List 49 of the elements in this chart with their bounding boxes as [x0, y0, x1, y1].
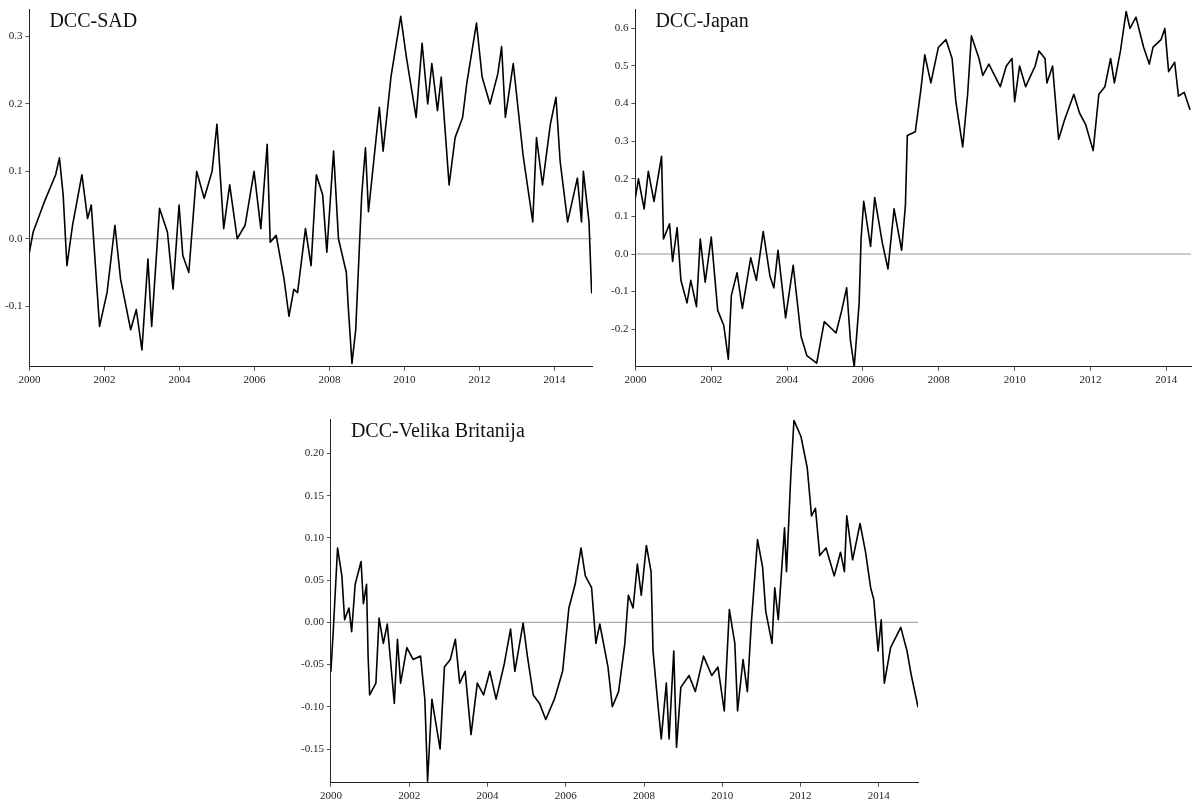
x-tick-label: 2010	[1003, 373, 1027, 386]
y-tick-label: 0.10	[304, 530, 325, 543]
y-tick-label: 0.1	[8, 164, 23, 177]
y-tick-label: 0.6	[614, 21, 629, 34]
y-tick-label: 0.20	[304, 446, 325, 459]
x-tick-label: 2000	[624, 373, 647, 386]
y-tick-label: -0.15	[300, 741, 325, 754]
y-tick-label: 0.1	[614, 209, 629, 222]
x-tick-label: 2006	[554, 789, 578, 802]
x-tick-label: 2004	[476, 789, 499, 802]
x-tick-label: 2008	[633, 789, 656, 802]
x-tick-label: 2002	[93, 373, 116, 386]
x-tick-label: 2010	[393, 373, 416, 386]
chart-title: DCC-Velika Britanija	[350, 418, 525, 442]
y-tick-label: 0.5	[614, 58, 629, 71]
x-tick-label: 2008	[927, 373, 951, 386]
x-tick-label: 2012	[1079, 373, 1102, 386]
x-tick-label: 2006	[243, 373, 266, 386]
y-tick-label: 0.3	[8, 29, 23, 42]
x-tick-label: 2012	[468, 373, 491, 386]
x-tick-label: 2012	[789, 789, 812, 802]
y-tick-label: 0.00	[304, 615, 325, 628]
y-tick-label: -0.10	[300, 699, 325, 712]
x-tick-label: 2014	[867, 789, 891, 802]
x-tick-label: 2000	[319, 789, 343, 802]
x-tick-label: 2000	[18, 373, 41, 386]
x-tick-label: 2014	[543, 373, 566, 386]
y-tick-label: 0.0	[8, 231, 23, 244]
x-tick-label: 2002	[398, 789, 421, 802]
chart-title: DCC-SAD	[49, 8, 138, 31]
y-tick-label: 0.2	[8, 96, 23, 109]
x-tick-label: 2004	[776, 373, 799, 386]
y-tick-label: -0.1	[4, 299, 23, 312]
x-tick-label: 2004	[168, 373, 191, 386]
y-tick-label: 0.0	[614, 246, 629, 259]
x-tick-label: 2014	[1155, 373, 1178, 386]
x-tick-label: 2006	[851, 373, 875, 386]
y-tick-label: 0.2	[614, 171, 629, 184]
y-tick-label: 0.15	[304, 488, 325, 501]
x-tick-label: 2008	[318, 373, 341, 386]
y-tick-label: -0.1	[610, 284, 629, 297]
y-tick-label: 0.05	[304, 572, 325, 585]
chart-title: DCC-Japan	[655, 8, 749, 32]
x-tick-label: 2002	[700, 373, 723, 386]
y-tick-label: 0.3	[614, 134, 629, 147]
y-tick-label: -0.2	[610, 322, 629, 335]
x-tick-label: 2010	[711, 789, 734, 802]
y-tick-label: -0.05	[300, 657, 325, 670]
y-tick-label: 0.4	[614, 96, 629, 109]
